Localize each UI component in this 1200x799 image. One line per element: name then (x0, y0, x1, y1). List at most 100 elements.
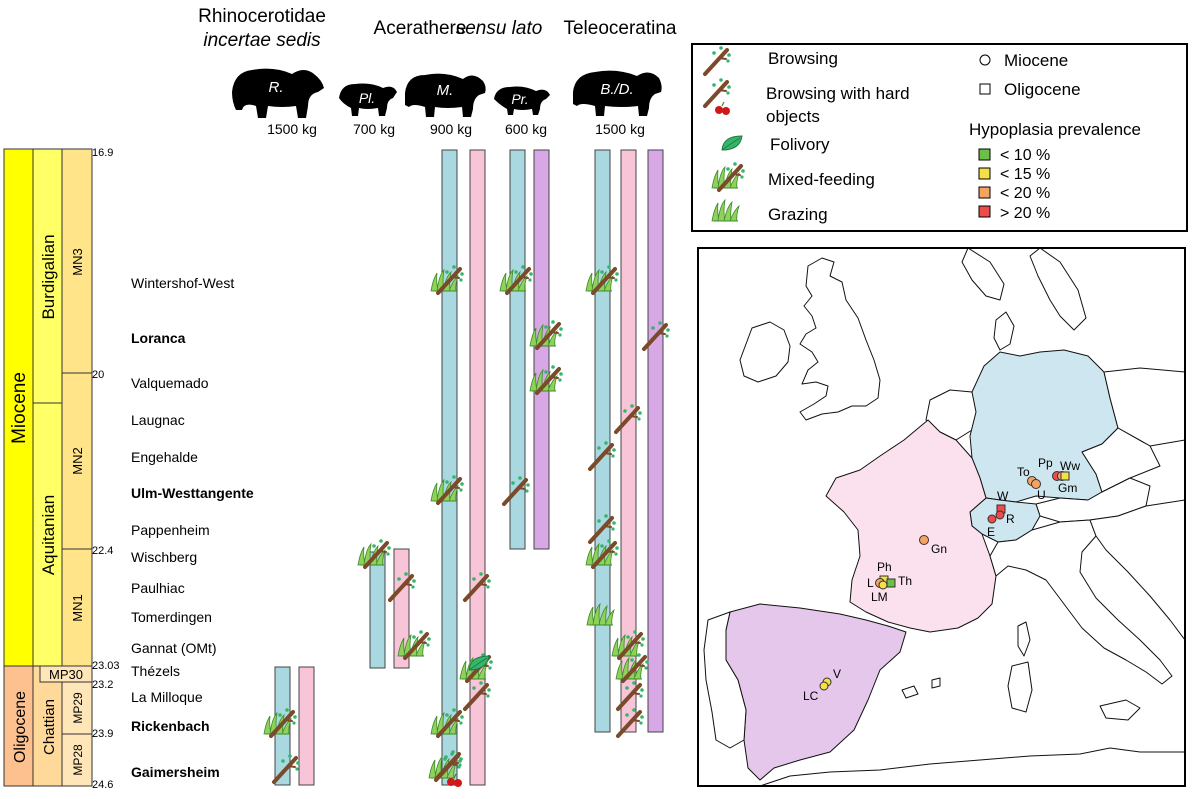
legend-hypo-lt20-swatch (978, 186, 991, 199)
zone-mn1-box (61, 548, 93, 667)
site-marker-e (987, 514, 997, 524)
map-north-africa (759, 747, 1185, 786)
age-24-6: 24.6 (92, 779, 113, 791)
site-marker-u (1031, 479, 1041, 489)
legend-box (691, 43, 1188, 232)
map-scandinavia (961, 248, 1087, 331)
legend-hypo-lt15-swatch (978, 167, 991, 180)
clade-rhinocerotidae: Rhinocerotidae (198, 6, 326, 27)
taxon-mass-bd: 1500 kg (595, 121, 645, 137)
zone-mp29-box (61, 681, 93, 735)
age-23-2: 23.2 (92, 679, 113, 691)
site-marker-lc (819, 681, 829, 691)
rhino-silhouette-pl: Pl. (339, 83, 397, 116)
locality-list: Wintershof-West Loranca Valquemado Laugn… (131, 275, 254, 780)
map-sicily (1099, 699, 1141, 721)
legend-folivory-label: Folivory (770, 135, 830, 154)
epoch-miocene-box (3, 148, 34, 667)
map-ireland (739, 321, 791, 383)
epoch-miocene-label: Miocene (9, 372, 30, 444)
legend-hypo-lt10-label: < 10 % (1000, 147, 1050, 164)
locality-wintershof-west: Wintershof-West (131, 275, 234, 291)
clade-headers: Rhinocerotidae incertae sedis Acerathere… (198, 6, 677, 51)
legend-hypo-lt10-swatch (978, 148, 991, 161)
locality-gaimersheim: Gaimersheim (131, 764, 220, 780)
legend-hard-objects-label-2: objects (766, 107, 820, 126)
site-label-l: L (867, 576, 874, 590)
map-balearics (901, 677, 941, 699)
site-label-u: U (1037, 488, 1046, 502)
diet-mixed (358, 539, 391, 567)
taxon-abbr-m: M. (437, 82, 454, 99)
legend-mixed-label: Mixed-feeding (768, 170, 875, 189)
taxon-silhouettes: R. 1500 kg Pl. 700 kg M. 900 kg Pr. 600 … (232, 68, 662, 137)
stage-chattian-label: Chattian (41, 699, 58, 755)
legend-grazing-label: Grazing (768, 205, 828, 224)
taxon-abbr-r: R. (269, 79, 284, 96)
legend: Browsing Browsing with hard objects Foli… (691, 43, 1188, 232)
locality-pappenheim: Pappenheim (131, 522, 210, 538)
legend-oligocene-label: Oligocene (1004, 80, 1081, 99)
range-bar-m-blue (441, 149, 458, 786)
map-germany (969, 349, 1119, 503)
range-bar-m-pink (469, 149, 486, 786)
taxon-abbr-pr: Pr. (511, 91, 528, 107)
locality-gannat: Gannat (OMt) (131, 640, 217, 656)
rhino-silhouette-bd: B./D. (573, 70, 662, 117)
range-bars (274, 149, 664, 786)
site-label-v: V (833, 667, 841, 681)
clade-acerathere: Acerathere (374, 18, 467, 39)
zone-mp28-box (61, 733, 93, 787)
map-sardinia (1007, 661, 1033, 713)
range-bar-bd-pink (620, 149, 637, 733)
map-portugal (703, 611, 747, 749)
site-label-lc: LC (803, 689, 819, 703)
timescale-labels: Miocene Oligocene Burdigalian Aquitanian… (9, 234, 85, 775)
site-label-pp: Pp (1038, 456, 1053, 470)
legend-hard-objects-label: Browsing with hard (766, 84, 910, 103)
map-denmark (993, 311, 1015, 351)
epoch-oligocene-label: Oligocene (12, 691, 29, 763)
legend-hypoplasia-title: Hypoplasia prevalence (969, 120, 1141, 139)
site-label-gm: Gm (1058, 481, 1077, 495)
stage-aquitanian-label: Aquitanian (39, 495, 58, 575)
site-marker-r (995, 510, 1005, 520)
taxon-mass-pr: 600 kg (505, 121, 547, 137)
map-poland (1103, 367, 1185, 447)
site-label-th: Th (898, 574, 912, 588)
locality-wischberg: Wischberg (131, 549, 197, 565)
range-bar-bd-blue (594, 149, 611, 733)
legend-hypo-lt15-label: < 15 % (1000, 166, 1050, 183)
stage-burdigalian-box (32, 148, 63, 404)
range-bar-pr-blue (509, 149, 526, 550)
site-label-e: E (987, 525, 995, 539)
site-label-w: W (997, 489, 1009, 503)
zone-mn3-label: MN3 (70, 248, 85, 275)
range-bar-r-pink (298, 666, 315, 786)
site-markers (819, 471, 1070, 691)
site-label-lm: LM (871, 590, 888, 604)
site-label-gn: Gn (931, 542, 947, 556)
range-bar-bd-purple (647, 149, 664, 733)
clade-teleoceratina: Teleoceratina (563, 18, 676, 39)
legend-hypo-lt20-label: < 20 % (1000, 185, 1050, 202)
locality-ulm-westtangente: Ulm-Westtangente (131, 485, 254, 501)
age-16-9: 16.9 (92, 147, 113, 159)
zone-mn2-label: MN2 (70, 447, 85, 474)
legend-miocene-label: Miocene (1004, 51, 1068, 70)
locality-laugnac: Laugnac (131, 412, 185, 428)
legend-hypo-gt20-swatch (978, 205, 991, 218)
taxon-mass-r: 1500 kg (267, 121, 317, 137)
age-labels: 16.9 20 22.4 23.03 23.2 23.9 24.6 (92, 147, 120, 791)
legend-hypo-gt20-label: > 20 % (1000, 205, 1050, 222)
map-austria (1035, 477, 1151, 523)
site-label-r: R (1006, 512, 1015, 526)
locality-thezels: Thézels (131, 663, 180, 679)
site-label-ph: Ph (877, 560, 892, 574)
locality-rickenbach: Rickenbach (131, 718, 210, 734)
rhino-silhouette-m: M. (405, 73, 486, 118)
taxon-abbr-bd: B./D. (600, 81, 633, 98)
map-france (825, 419, 997, 633)
site-marker-lm (878, 580, 888, 590)
